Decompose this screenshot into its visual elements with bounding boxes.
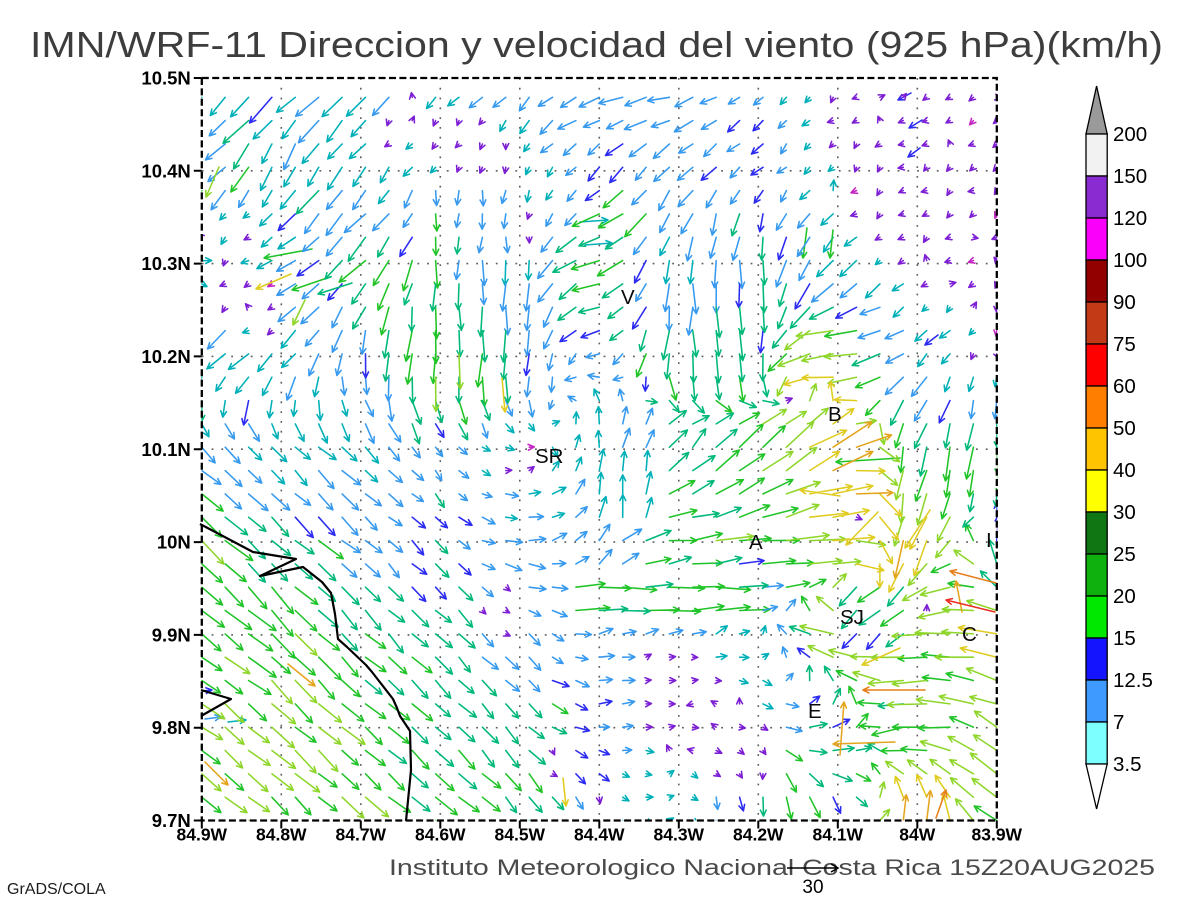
svg-text:100: 100 (1113, 249, 1147, 272)
svg-text:150: 150 (1113, 165, 1147, 188)
svg-text:12.5: 12.5 (1113, 669, 1153, 692)
svg-text:15: 15 (1113, 627, 1136, 650)
svg-text:9.7N: 9.7N (152, 810, 191, 831)
svg-text:84.6W: 84.6W (415, 825, 466, 845)
svg-text:84.4W: 84.4W (574, 825, 625, 845)
svg-text:84.9W: 84.9W (177, 825, 228, 845)
svg-text:84.8W: 84.8W (256, 825, 307, 845)
svg-text:10.4N: 10.4N (141, 160, 190, 181)
svg-text:Instituto Meteorologico Nacion: Instituto Meteorologico Nacional Costa R… (389, 855, 1155, 880)
svg-text:7: 7 (1113, 711, 1124, 734)
svg-text:SJ: SJ (840, 606, 864, 629)
svg-text:9.8N: 9.8N (152, 717, 191, 738)
svg-text:120: 120 (1113, 207, 1147, 230)
svg-text:84.2W: 84.2W (733, 825, 784, 845)
svg-text:10.3N: 10.3N (141, 253, 190, 274)
svg-text:C: C (962, 623, 977, 646)
svg-text:75: 75 (1113, 333, 1136, 356)
svg-text:84W: 84W (899, 825, 935, 845)
svg-text:E: E (808, 700, 822, 723)
svg-text:84.3W: 84.3W (654, 825, 705, 845)
svg-text:10.1N: 10.1N (141, 439, 190, 460)
svg-text:50: 50 (1113, 417, 1136, 440)
svg-text:84.1W: 84.1W (813, 825, 864, 845)
svg-text:10.2N: 10.2N (141, 346, 190, 367)
svg-text:40: 40 (1113, 459, 1136, 482)
svg-text:30: 30 (802, 877, 823, 898)
svg-text:GrADS/COLA: GrADS/COLA (7, 881, 106, 898)
svg-text:60: 60 (1113, 375, 1136, 398)
svg-text:200: 200 (1113, 123, 1147, 146)
svg-text:I: I (986, 529, 992, 552)
svg-text:B: B (828, 403, 842, 426)
svg-text:10N: 10N (157, 532, 191, 553)
svg-text:9.9N: 9.9N (152, 624, 191, 645)
svg-text:90: 90 (1113, 291, 1136, 314)
svg-text:30: 30 (1113, 501, 1136, 524)
svg-text:83.9W: 83.9W (972, 825, 1023, 845)
svg-text:25: 25 (1113, 543, 1136, 566)
svg-text:84.7W: 84.7W (336, 825, 387, 845)
svg-text:20: 20 (1113, 585, 1136, 608)
svg-text:IMN/WRF-11 Direccion y velocid: IMN/WRF-11 Direccion y velocidad del vie… (30, 24, 1163, 65)
svg-text:V: V (621, 286, 635, 309)
svg-text:A: A (749, 531, 763, 554)
svg-text:3.5: 3.5 (1113, 753, 1142, 776)
svg-text:10.5N: 10.5N (141, 68, 190, 89)
svg-text:SR: SR (535, 445, 563, 468)
svg-text:84.5W: 84.5W (495, 825, 546, 845)
